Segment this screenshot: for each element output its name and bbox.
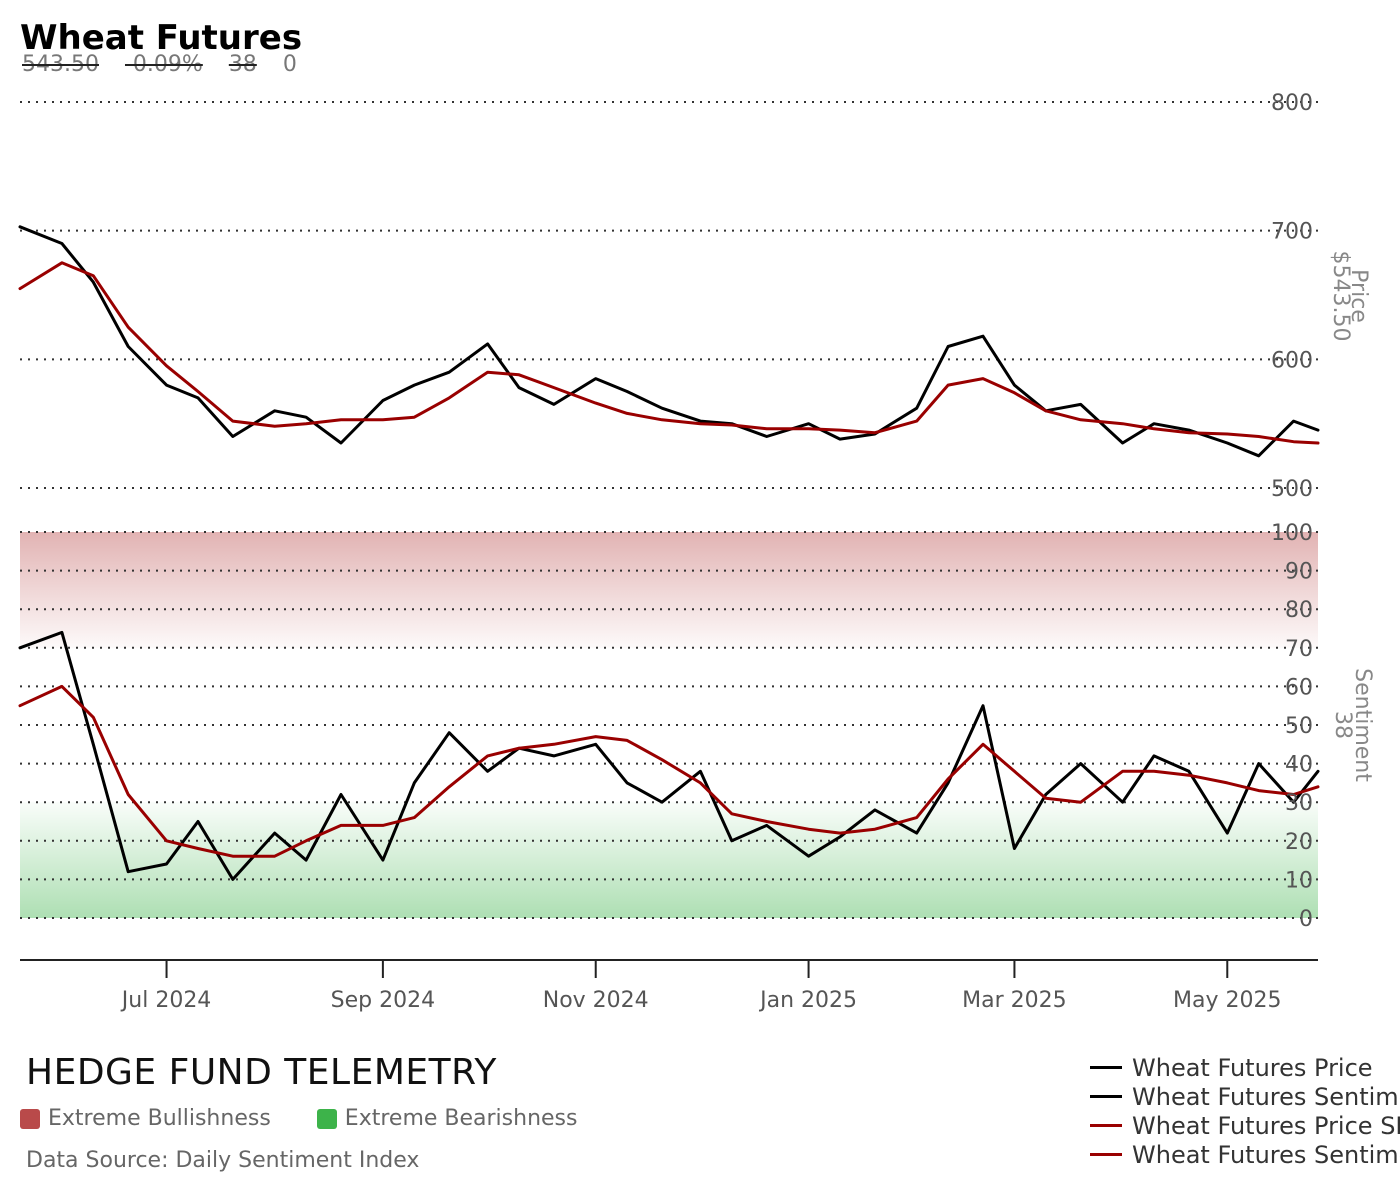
legend-label: Wheat Futures Sentiment SMA [1132,1140,1400,1169]
sentiment-y-tick-label: 20 [1285,830,1313,855]
sentiment-y-tick-label: 70 [1285,637,1313,662]
chart-title: Wheat Futures [20,18,303,58]
series-wheat-futures-sentiment-sma [18,684,1320,858]
price-y-tick-label: 500 [1271,477,1313,502]
price-axis-title: Price [1346,269,1371,323]
sentiment-y-tick-label: 40 [1285,753,1313,778]
sentiment-value: 38 [228,52,257,77]
sentiment-y-tick-label: 80 [1285,598,1313,623]
price-y-tick-label: 800 [1271,91,1313,116]
zone-extreme-bullishness [20,532,1318,648]
legend-item-sentiment[interactable]: Wheat Futures Sentiment [1090,1082,1400,1111]
sentiment-y-tick-label: 90 [1285,560,1313,585]
last-price: 543.50 [22,52,99,77]
price-y-tick-label: 600 [1271,348,1313,373]
sentiment-y-tick-label: 30 [1285,791,1313,816]
x-tick-label: May 2025 [1173,988,1281,1013]
data-source: Data Source: Daily Sentiment Index [26,1148,420,1173]
x-tick-label: Jan 2025 [758,988,857,1013]
sentiment-y-tick-label: 0 [1299,907,1313,932]
legend-label: Wheat Futures Sentiment [1132,1082,1400,1111]
legend-item-price[interactable]: Wheat Futures Price [1090,1053,1400,1082]
sentiment-y-tick-label: 100 [1271,521,1313,546]
chart-canvas: 500 600 700 800 0 10 20 30 40 50 60 70 80 90 100 Jul 20… [18,91,1375,1013]
zone-key-bullish: Extreme Bullishness [20,1106,271,1131]
price-y-tick-label: 700 [1271,220,1313,245]
sentiment-change: 0 [282,52,297,77]
x-tick-label: Jul 2024 [120,988,212,1013]
series-wheat-futures-price [18,225,1320,458]
zone-extreme-bearishness [20,802,1318,918]
bullish-label: Extreme Bullishness [48,1106,271,1131]
legend-line [1090,1095,1122,1098]
x-tick-label: Sep 2024 [331,988,435,1013]
series-wheat-futures-price-sma [18,261,1320,445]
legend-line [1090,1153,1122,1156]
sentiment-axis-title: Sentiment [1350,668,1375,782]
legend-label: Wheat Futures Price SMA [1132,1111,1400,1140]
legend-line [1090,1066,1122,1069]
legend-line [1090,1124,1122,1127]
legend-item-sentiment-sma[interactable]: Wheat Futures Sentiment SMA [1090,1140,1400,1169]
bearish-label: Extreme Bearishness [344,1106,578,1131]
legend: Wheat Futures Price Wheat Futures Sentim… [1090,1053,1400,1169]
zone-key-bearish: Extreme Bearishness [316,1106,578,1131]
price-axis-value: $543.50 [1328,251,1353,342]
quote-summary: 543.50 -0.09% 38 0 [22,52,323,77]
legend-item-price-sma[interactable]: Wheat Futures Price SMA [1090,1111,1400,1140]
sentiment-y-tick-label: 50 [1285,714,1313,739]
sentiment-axis-value: 38 [1330,711,1355,739]
x-tick-label: Mar 2025 [962,988,1067,1013]
zone-key: Extreme Bullishness Extreme Bearishness [20,1106,623,1131]
sentiment-y-tick-label: 10 [1285,868,1313,893]
brand-name: HEDGE FUND TELEMETRY [26,1052,497,1093]
series-wheat-futures-sentiment [18,630,1320,881]
x-tick-label: Nov 2024 [543,988,649,1013]
legend-label: Wheat Futures Price [1132,1053,1373,1082]
bullish-swatch [20,1108,40,1129]
price-change: -0.09% [124,52,203,77]
bearish-swatch [316,1108,337,1129]
sentiment-y-tick-label: 60 [1285,675,1313,700]
